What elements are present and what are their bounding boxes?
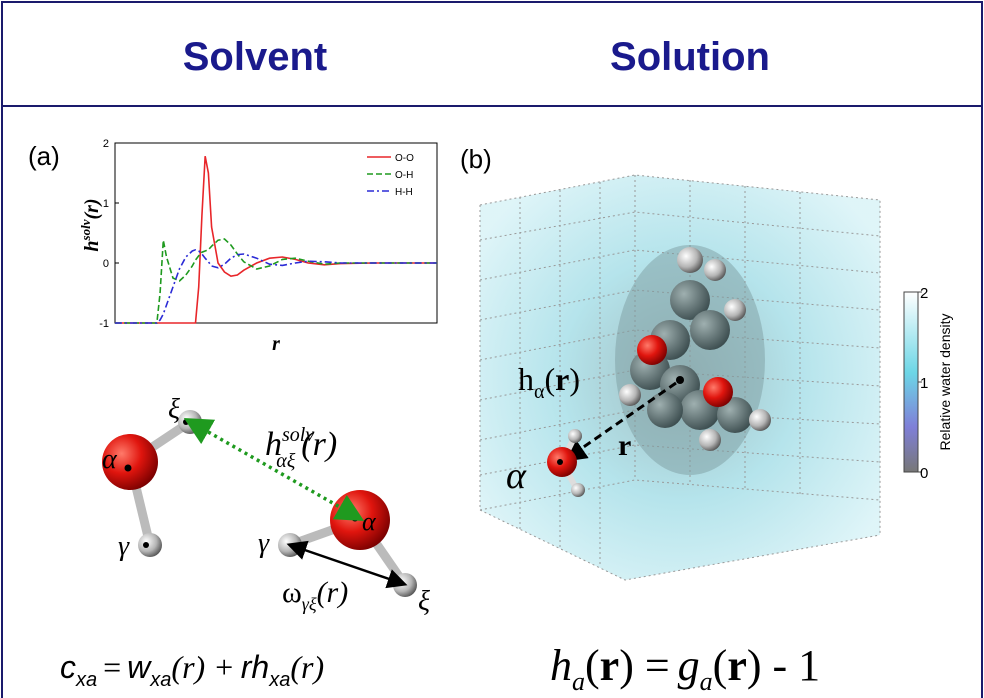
eq-part: ( (585, 641, 600, 690)
hydrogen (138, 533, 162, 557)
colorbar-tick-label: 1 (920, 375, 928, 392)
eq-part: a (700, 667, 713, 696)
x-axis-label: r (272, 333, 280, 355)
eq-part: c (60, 649, 76, 685)
density-box: hα(r) r α (480, 175, 880, 580)
eq-part: xa (149, 669, 171, 691)
label-part: ω (282, 576, 302, 609)
legend-label: O-H (395, 170, 413, 181)
label-part: α (534, 381, 545, 403)
dot (125, 465, 132, 472)
atom-label: γ (258, 528, 270, 559)
hydrogen (568, 429, 582, 443)
dot (557, 459, 563, 465)
label-part: αξ (276, 450, 295, 472)
y-tick-label: 2 (103, 138, 109, 150)
colorbar-tick-label: 0 (920, 465, 928, 482)
atom-label: γ (118, 531, 130, 562)
eq-part: r (600, 641, 620, 690)
header-left: Solvent (183, 35, 327, 79)
label-part: ( (544, 361, 555, 397)
legend-label: H-H (395, 187, 413, 198)
h-label: hα(r) (518, 361, 580, 403)
eq-part: h (550, 641, 572, 690)
header-right: Solution (610, 35, 770, 79)
oxygen (330, 490, 390, 550)
label-part: (r) (301, 426, 337, 463)
eq-part: h (251, 649, 269, 685)
colorbar: Relative water density 0 1 2 (904, 285, 953, 482)
atom-label: ξ (168, 394, 180, 425)
atom-label: α (102, 444, 118, 475)
label-part: h (81, 240, 103, 251)
alpha-label: α (506, 455, 527, 497)
atom-label: α (362, 507, 377, 536)
hydrogen (278, 533, 302, 557)
r-label: r (618, 429, 631, 462)
eq-part: xa (75, 669, 97, 691)
panel-label: (a) (28, 141, 60, 171)
label-part: r (555, 361, 569, 397)
label-part: (r) (317, 576, 349, 609)
equation: cxa=wxa(r) +rhxa(r) (60, 649, 324, 691)
eq-part: xa (268, 669, 290, 691)
eq-part: g (678, 641, 700, 690)
colorbar-scale (904, 292, 918, 472)
label-part: solv (78, 219, 93, 241)
colorbar-tick-label: 2 (920, 285, 928, 302)
dot (352, 515, 359, 522)
dot (183, 419, 189, 425)
label-part: ) (569, 361, 580, 397)
label-part: h (518, 361, 534, 397)
plot-area (115, 143, 437, 323)
eq-part: a (572, 667, 585, 696)
atom-label: ξ (418, 586, 430, 617)
panel-label: (b) (460, 144, 492, 174)
eq-part: = (103, 649, 121, 685)
slide: Solvent Solution (a) -1012O-OO-HH-H hsol… (0, 0, 984, 698)
y-tick-label: 1 (103, 198, 109, 210)
hydrogen (571, 483, 585, 497)
eq-part: r (727, 641, 747, 690)
chart: -1 0 1 2 O-O O-H H-H (99, 138, 437, 330)
label-part: γξ (302, 594, 317, 614)
dot (143, 542, 149, 548)
eq-part: ) - 1 (747, 641, 820, 690)
equation: ha(r) =ga(r) - 1 (550, 641, 820, 696)
hydrogen (178, 410, 202, 434)
omega-label: ωγξ(r) (282, 576, 348, 614)
eq-part: ) = (619, 641, 669, 690)
eq-part: w (127, 649, 152, 685)
eq-part: ( (713, 641, 728, 690)
y-tick-label: -1 (99, 318, 109, 330)
label-part: (r) (81, 198, 103, 219)
y-axis-label: hsolv(r) (78, 198, 103, 251)
eq-part: (r) + (171, 649, 234, 685)
y-tick-label: 0 (103, 258, 109, 270)
eq-part: (r) (290, 649, 324, 685)
hydrogen (393, 573, 417, 597)
legend-label: O-O (395, 153, 414, 164)
colorbar-label: Relative water density (937, 314, 953, 451)
